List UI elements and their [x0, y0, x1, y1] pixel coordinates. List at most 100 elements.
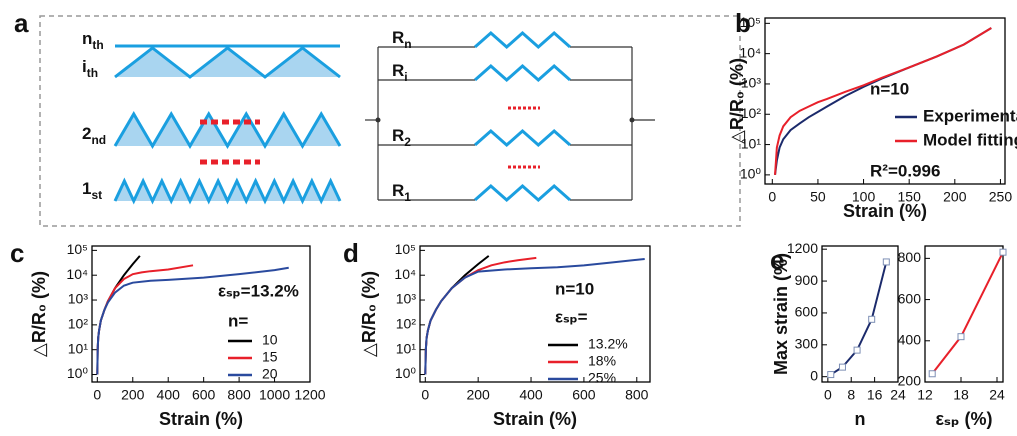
x-tick-label: 1000	[259, 387, 290, 403]
layer-fill	[115, 181, 340, 201]
x-tick-label: 0	[93, 387, 101, 403]
annotation: R²=0.996	[870, 161, 940, 180]
point	[868, 315, 876, 323]
layer-label: nth	[82, 29, 104, 52]
x-tick-label: 150	[898, 189, 922, 205]
series-line	[424, 256, 537, 375]
x-tick-label: 12	[917, 387, 933, 403]
resistor	[474, 63, 571, 83]
plot-frame	[91, 245, 311, 383]
y-tick-label: 10²	[68, 316, 89, 332]
y-tick-label: 10¹	[741, 135, 762, 151]
annotation: n=10	[555, 279, 594, 298]
label-sub: 1	[404, 190, 411, 204]
label-main: R	[392, 61, 404, 80]
label-main: 1	[82, 179, 91, 198]
series-line	[830, 261, 888, 376]
y-tick-label: 10³	[68, 291, 89, 307]
y-tick-label: 10⁴	[394, 266, 416, 282]
legend-label: 13.2%	[588, 336, 628, 352]
x-tick-label: 200	[121, 387, 145, 403]
x-axis-title: εₛₚ (%)	[935, 409, 992, 429]
panel-label: b	[735, 8, 751, 38]
y-tick-label: 900	[795, 272, 819, 288]
charts: 0 50 100 150 200 25010⁰10¹10²10³10⁴10⁵bStrain…	[10, 8, 1017, 429]
x-tick-label: 0	[421, 387, 429, 403]
point	[928, 370, 936, 378]
plot-frame	[821, 245, 899, 383]
y-axis-title: △R/R₀ (%)	[29, 271, 49, 357]
legend-title: εₛₚ=	[555, 307, 588, 326]
point	[999, 248, 1007, 256]
node	[629, 117, 635, 123]
y-tick-label: 800	[898, 249, 922, 265]
annotation: n=10	[870, 79, 909, 98]
layer-fill	[115, 48, 340, 77]
x-tick-label: 0	[768, 189, 776, 205]
y-axis-title: △R/R₀ (%)	[359, 271, 379, 357]
y-tick-label: 10²	[741, 105, 762, 121]
series-line	[774, 27, 992, 176]
x-axis-title: Strain (%)	[159, 409, 243, 429]
x-axis-title: n	[855, 409, 866, 429]
point	[827, 371, 835, 379]
resistor	[474, 128, 571, 148]
y-tick-label: 10⁰	[395, 365, 417, 381]
label-main: R	[392, 126, 404, 145]
dashed-frame	[39, 15, 741, 227]
y-tick-label: 600	[898, 290, 922, 306]
x-tick-label: 400	[519, 387, 543, 403]
chart: 0 200 400 600 800 1000 1200 10⁰ 10¹ 10² 10³ 10⁴ 10⁵ c…	[10, 238, 326, 429]
x-tick-label: 100	[852, 189, 876, 205]
point	[957, 333, 965, 341]
x-tick-label: 200	[943, 189, 967, 205]
y-tick-label: 600	[795, 304, 819, 320]
y-tick-label: 10⁵	[67, 241, 88, 257]
point	[882, 258, 890, 266]
x-tick-label: 24	[890, 387, 906, 403]
y-tick-label: 10¹	[68, 340, 89, 356]
y-tick-label: 10⁰	[740, 166, 762, 182]
plot-frame	[924, 245, 1004, 383]
series-line	[931, 251, 1004, 375]
label-sub: i	[404, 70, 407, 84]
layer-label: 2nd	[82, 124, 106, 147]
x-tick-label: 16	[867, 387, 883, 403]
label-sub: th	[87, 66, 98, 80]
resistor-label: R1	[392, 181, 411, 204]
x-tick-label: 200	[466, 387, 490, 403]
layer-wave	[114, 46, 341, 79]
x-tick-label: 50	[810, 189, 826, 205]
label-sub: n	[404, 37, 411, 51]
y-tick-label: 200	[898, 373, 922, 389]
legend-label: Experimental	[923, 106, 1017, 125]
resistor	[474, 30, 571, 50]
series-line	[424, 255, 490, 375]
y-tick-label: 0	[810, 367, 818, 383]
layer-label: ith	[82, 57, 98, 80]
label-main: i	[82, 57, 87, 76]
legend-label: 10	[262, 332, 278, 348]
x-tick-label: 600	[572, 387, 596, 403]
label-main: 2	[82, 124, 91, 143]
x-tick-label: 800	[227, 387, 251, 403]
label-sub: 2	[404, 135, 411, 149]
y-tick-label: 10³	[741, 75, 762, 91]
point	[853, 346, 861, 354]
label-sub: nd	[91, 133, 106, 147]
series-line	[424, 257, 645, 375]
label-main: n	[82, 29, 92, 48]
legend-title: n=	[228, 311, 248, 330]
y-tick-label: 1200	[787, 240, 818, 256]
resistor	[474, 183, 571, 203]
label-sub: th	[92, 38, 103, 52]
x-tick-label: 250	[989, 189, 1013, 205]
x-tick-label: 800	[625, 387, 649, 403]
x-axis-title: Strain (%)	[843, 201, 927, 221]
resistor-label: Rn	[392, 28, 412, 51]
layer-label: 1st	[82, 179, 102, 202]
